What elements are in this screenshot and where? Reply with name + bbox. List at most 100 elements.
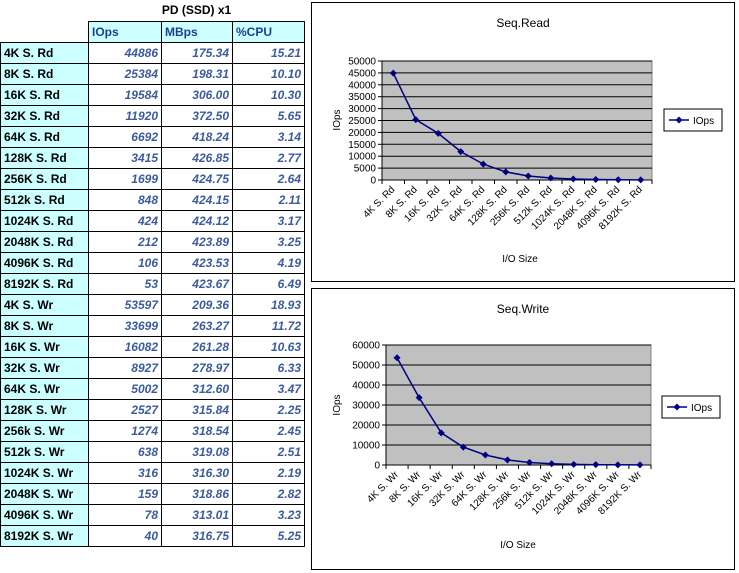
y-tick-label: 20000 — [352, 421, 380, 432]
iops-value: 11920 — [88, 104, 162, 127]
row-label: 8K S. Wr — [0, 314, 89, 337]
data-point — [636, 461, 644, 469]
mbps-value: 424.75 — [161, 167, 233, 190]
results-table-area: PD (SSD) x1 IOps MBps %CPU 4K S. Rd 44886… — [0, 0, 306, 573]
mbps-value: 372.50 — [161, 104, 233, 127]
data-point — [526, 458, 534, 466]
mbps-value: 316.75 — [161, 524, 233, 547]
cpu-value: 2.82 — [231, 482, 306, 505]
iops-value: 638 — [88, 440, 162, 463]
table-caption-row: PD (SSD) x1 — [1, 0, 305, 21]
legend-marker — [673, 403, 681, 411]
mbps-value: 261.28 — [161, 335, 233, 358]
row-label: 8192K S. Wr — [0, 524, 89, 547]
seq-write-chart-panel: Seq.Write 0 10000 20000 30000 40000 50000 60000… — [311, 288, 735, 570]
cpu-value: 11.72 — [231, 314, 306, 337]
row-label: 128K S. Wr — [0, 398, 89, 421]
seq-write-chart: Seq.Write 0 10000 20000 30000 40000 50000 60000… — [332, 302, 721, 551]
table-row: 8K S. Wr 33699 263.27 11.72 — [0, 314, 306, 337]
cpu-value: 3.47 — [231, 377, 306, 400]
iops-value: 6692 — [88, 125, 162, 148]
row-label: 16K S. Wr — [0, 335, 89, 358]
data-point — [592, 461, 600, 469]
data-point — [412, 116, 420, 124]
data-point — [569, 175, 577, 183]
mbps-value: 423.53 — [161, 251, 233, 274]
cpu-value: 6.33 — [231, 356, 306, 379]
row-label: 1024K S. Wr — [0, 461, 89, 484]
row-label: 8K S. Rd — [0, 62, 89, 85]
table-row: 16K S. Wr 16082 261.28 10.63 — [0, 335, 306, 358]
mbps-value: 312.60 — [161, 377, 233, 400]
y-tick-label: 15000 — [348, 140, 376, 151]
y-tick-label: 10000 — [352, 441, 380, 452]
header-corner-cell — [0, 21, 89, 43]
results-table-body: PD (SSD) x1 IOps MBps %CPU 4K S. Rd 44886… — [0, 0, 306, 547]
iops-value: 19584 — [88, 83, 162, 106]
row-label: 16K S. Rd — [0, 83, 89, 106]
cpu-value: 2.19 — [231, 461, 306, 484]
iops-value: 316 — [88, 461, 162, 484]
header-cpu: %CPU — [231, 20, 306, 43]
legend-label: IOps — [691, 403, 712, 414]
cpu-value: 15.21 — [231, 41, 306, 64]
cpu-value: 5.25 — [231, 524, 306, 547]
row-label: 128K S. Rd — [0, 146, 89, 169]
table-row: 128K S. Rd 3415 426.85 2.77 — [0, 146, 306, 169]
row-label: 4096K S. Rd — [0, 251, 89, 274]
mbps-value: 316.30 — [161, 461, 233, 484]
table-header-row: IOps MBps %CPU — [0, 20, 306, 43]
iops-value: 44886 — [88, 41, 162, 64]
table-row: 8192K S. Rd 53 423.67 6.49 — [0, 272, 306, 295]
iops-value: 424 — [88, 209, 162, 232]
table-row: 16K S. Rd 19584 306.00 10.30 — [0, 83, 306, 106]
caption-spacer — [1, 0, 89, 21]
seq-read-chart-panel: Seq.Read 0 5000 10000 15000 20000 25000 30000 35… — [311, 2, 735, 282]
table-row: 64K S. Wr 5002 312.60 3.47 — [0, 377, 306, 400]
iops-value: 78 — [88, 503, 162, 526]
table-row: 4096K S. Wr 78 313.01 3.23 — [0, 503, 306, 526]
row-label: 32K S. Wr — [0, 356, 89, 379]
row-label: 32K S. Rd — [0, 104, 89, 127]
cpu-value: 2.77 — [231, 146, 306, 169]
iops-value: 33699 — [88, 314, 162, 337]
iops-value: 159 — [88, 482, 162, 505]
y-tick-label: 50000 — [352, 361, 380, 372]
data-point — [481, 451, 489, 459]
header-iops: IOps — [88, 20, 162, 43]
mbps-value: 315.84 — [161, 398, 233, 421]
table-row: 8192K S. Wr 40 316.75 5.25 — [0, 524, 306, 547]
cpu-value: 3.17 — [231, 209, 306, 232]
data-point — [393, 354, 401, 362]
legend-label: IOps — [693, 116, 714, 127]
iops-value: 8927 — [88, 356, 162, 379]
y-tick-label: 40000 — [348, 80, 376, 91]
iops-value: 1699 — [88, 167, 162, 190]
data-point — [524, 172, 532, 180]
y-tick-label: 0 — [374, 461, 380, 472]
y-tick-label: 60000 — [352, 341, 380, 352]
cpu-value: 4.19 — [231, 251, 306, 274]
table-row: 128K S. Wr 2527 315.84 2.25 — [0, 398, 306, 421]
iops-value: 53 — [88, 272, 162, 295]
row-label: 4K S. Rd — [0, 41, 89, 64]
mbps-value: 318.86 — [161, 482, 233, 505]
row-label: 256k S. Wr — [0, 419, 89, 442]
row-label: 1024K S. Rd — [0, 209, 89, 232]
row-label: 2048K S. Rd — [0, 230, 89, 253]
row-label: 512k S. Wr — [0, 440, 89, 463]
iops-value: 5002 — [88, 377, 162, 400]
table-row: 4096K S. Rd 106 423.53 4.19 — [0, 251, 306, 274]
data-point — [592, 175, 600, 183]
row-label: 8192K S. Rd — [0, 272, 89, 295]
data-point — [459, 443, 467, 451]
cpu-value: 2.45 — [231, 419, 306, 442]
seq-read-chart: Seq.Read 05000100001500020000250003000035… — [332, 16, 723, 265]
header-mbps: MBps — [161, 20, 233, 43]
results-table: PD (SSD) x1 IOps MBps %CPU 4K S. Rd 44886… — [0, 0, 306, 547]
mbps-value: 198.31 — [161, 62, 233, 85]
table-row: 1024K S. Rd 424 424.12 3.17 — [0, 209, 306, 232]
mbps-value: 318.54 — [161, 419, 233, 442]
data-point — [503, 456, 511, 464]
table-row: 64K S. Rd 6692 418.24 3.14 — [0, 125, 306, 148]
